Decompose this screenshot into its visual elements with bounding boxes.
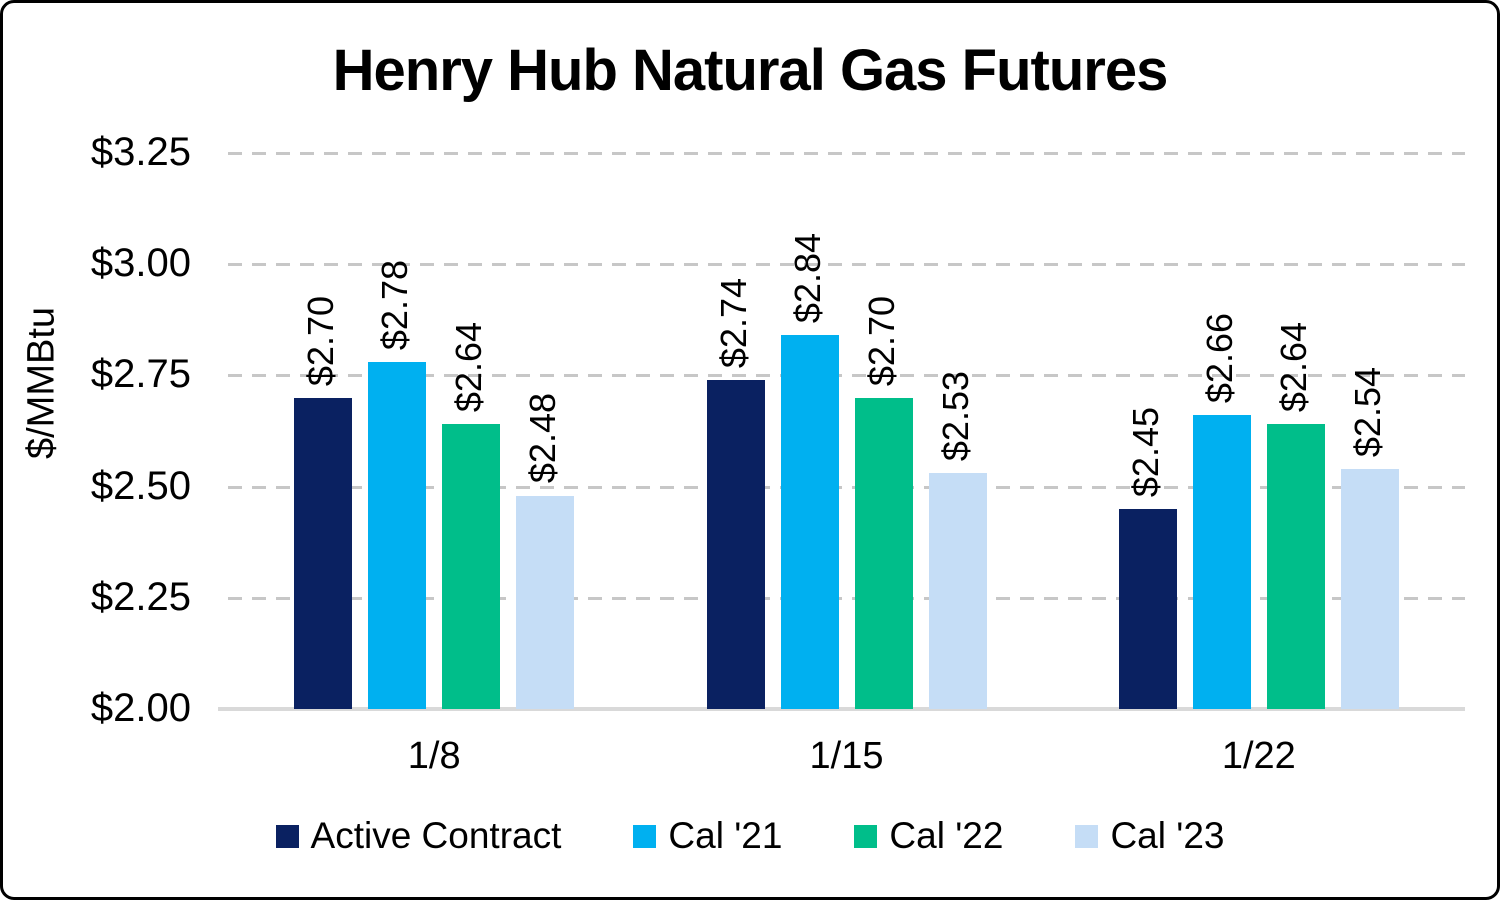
legend-label: Cal '21 bbox=[668, 815, 783, 856]
plot-area: $2.70 $2.78 $2.64 $2.48 $2.74 $2.84 $2.70 $2.53… bbox=[218, 152, 1465, 711]
bar-value-label: $2.64 bbox=[448, 322, 490, 413]
bar-value-label: $2.74 bbox=[712, 277, 754, 368]
legend: Active Contract Cal '21 Cal '22 Cal '23 bbox=[3, 815, 1497, 857]
gridline bbox=[228, 596, 1465, 600]
x-tick-label: 1/15 bbox=[809, 735, 884, 777]
bar bbox=[294, 397, 353, 709]
chart-title: Henry Hub Natural Gas Futures bbox=[332, 38, 1169, 103]
legend-item: Active Contract bbox=[275, 815, 562, 857]
bar-value-label: $2.84 bbox=[786, 233, 828, 324]
bar bbox=[516, 495, 575, 709]
legend-swatch-icon bbox=[275, 824, 299, 848]
bar bbox=[928, 473, 987, 709]
gridline bbox=[228, 374, 1465, 378]
legend-label: Cal '23 bbox=[1110, 815, 1225, 856]
gridline bbox=[228, 263, 1465, 267]
bar bbox=[780, 335, 839, 709]
x-tick-label: 1/8 bbox=[407, 735, 461, 777]
bar-value-label: $2.53 bbox=[934, 371, 976, 462]
legend-item: Cal '23 bbox=[1075, 815, 1224, 857]
bar bbox=[1340, 468, 1399, 709]
bar bbox=[1266, 424, 1325, 709]
legend-swatch-icon bbox=[1075, 824, 1099, 848]
bar-value-label: $2.70 bbox=[300, 295, 342, 386]
legend-swatch-icon bbox=[633, 824, 657, 848]
legend-label: Active Contract bbox=[310, 815, 562, 856]
bar bbox=[442, 424, 501, 709]
legend-label: Cal '22 bbox=[889, 815, 1004, 856]
y-tick-label: $2.50 bbox=[90, 463, 191, 508]
bar-value-label: $2.78 bbox=[374, 259, 416, 351]
bar-value-label: $2.64 bbox=[1272, 322, 1314, 413]
bar bbox=[1118, 508, 1177, 709]
y-tick-label: $3.00 bbox=[90, 241, 191, 286]
bar bbox=[854, 397, 913, 709]
x-tick-label: 1/22 bbox=[1221, 735, 1296, 777]
bar-value-label: $2.48 bbox=[522, 393, 564, 484]
legend-item: Cal '21 bbox=[633, 815, 782, 857]
gridline bbox=[228, 485, 1465, 489]
bar bbox=[368, 362, 427, 709]
y-tick-label: $2.25 bbox=[90, 574, 191, 619]
legend-swatch-icon bbox=[854, 824, 878, 848]
bar-value-label: $2.66 bbox=[1198, 313, 1240, 404]
bar-value-label: $2.45 bbox=[1124, 406, 1166, 497]
gridline bbox=[228, 152, 1465, 155]
y-tick-label: $2.00 bbox=[90, 686, 191, 730]
x-axis-baseline bbox=[218, 707, 1465, 711]
y-tick-label: $2.75 bbox=[90, 352, 191, 397]
legend-item: Cal '22 bbox=[854, 815, 1003, 857]
y-tick-label: $3.25 bbox=[90, 130, 191, 174]
bar bbox=[706, 379, 765, 709]
bar-value-label: $2.54 bbox=[1346, 366, 1388, 457]
bar-value-label: $2.70 bbox=[860, 295, 902, 386]
bar bbox=[1192, 415, 1251, 709]
